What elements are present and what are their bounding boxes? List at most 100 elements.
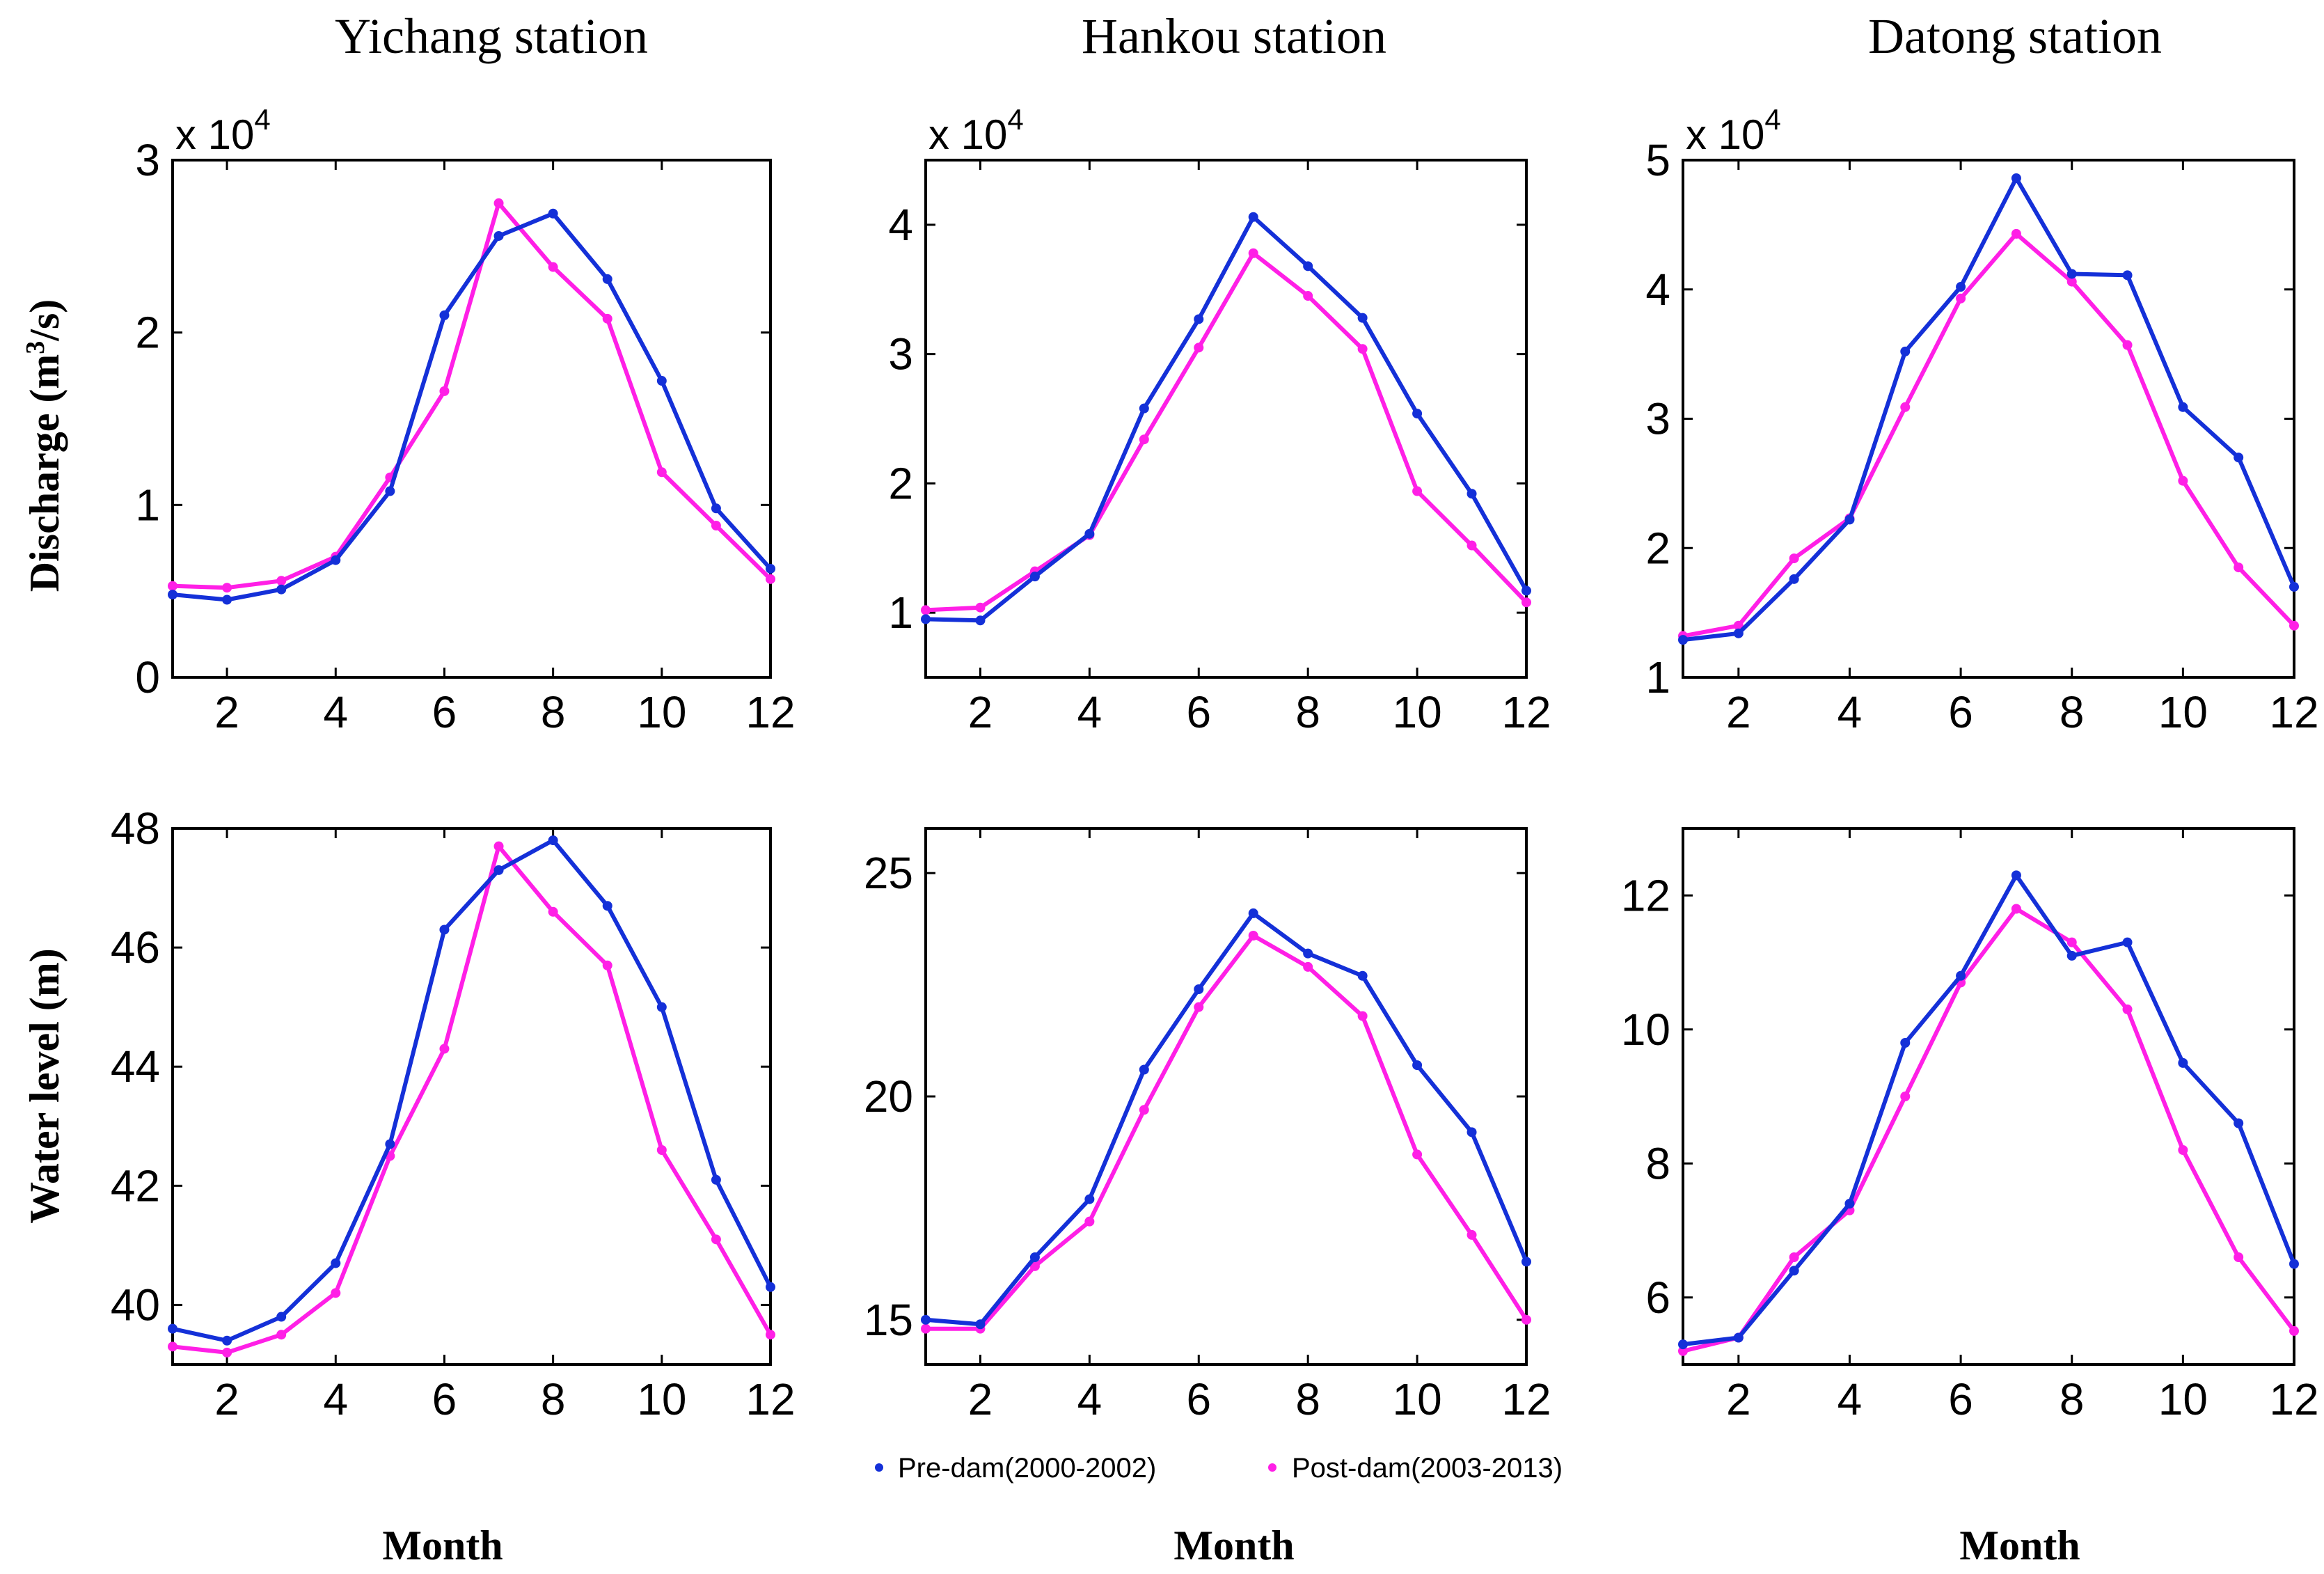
legend-label-pre-dam: Pre-dam(2000-2002) — [898, 1453, 1156, 1484]
x-tick-label: 8 — [1295, 1374, 1320, 1424]
y-tick-label: 44 — [111, 1041, 160, 1092]
data-point-post-dam — [1303, 291, 1313, 301]
data-point-post-dam — [1303, 961, 1313, 972]
data-point-pre-dam — [921, 614, 931, 624]
data-point-pre-dam — [385, 486, 395, 496]
x-tick-label: 10 — [1392, 687, 1441, 737]
data-point-pre-dam — [1248, 212, 1258, 222]
data-point-post-dam — [711, 521, 721, 531]
data-point-pre-dam — [1467, 1127, 1477, 1138]
data-point-post-dam — [2234, 1252, 2244, 1262]
y-tick-label: 2 — [1645, 523, 1670, 573]
x-tick-label: 6 — [1948, 687, 1973, 737]
axis-multiplier: x 104 — [928, 103, 1024, 158]
data-point-post-dam — [1248, 931, 1258, 941]
data-point-pre-dam — [1084, 528, 1095, 539]
axis-multiplier: x 104 — [1686, 103, 1781, 158]
data-point-post-dam — [2178, 475, 2188, 486]
x-tick-label: 4 — [1837, 687, 1863, 737]
y-tick-label: 46 — [111, 922, 160, 973]
series-line-post-dam — [926, 934, 1528, 1331]
x-tick-label: 6 — [432, 1374, 457, 1424]
x-tick-label: 8 — [541, 1374, 566, 1424]
data-point-pre-dam — [1412, 409, 1423, 419]
series-line-pre-dam — [172, 211, 773, 602]
data-point-pre-dam — [1956, 282, 1966, 292]
data-point-pre-dam — [1412, 1060, 1423, 1071]
data-point-post-dam — [766, 1330, 775, 1340]
data-point-pre-dam — [2011, 173, 2021, 184]
series-line-post-dam — [172, 844, 773, 1355]
data-point-pre-dam — [921, 1314, 931, 1325]
data-point-post-dam — [2234, 562, 2244, 573]
column-title-yichang: Yichang station — [335, 8, 648, 64]
data-point-pre-dam — [439, 310, 450, 320]
x-tick-label: 10 — [637, 1374, 686, 1424]
data-point-pre-dam — [222, 595, 232, 605]
plot-frame — [1682, 827, 2295, 1366]
x-tick-label: 2 — [1726, 1374, 1751, 1424]
data-point-post-dam — [493, 198, 504, 208]
row-label-water-level: Water level (m) — [22, 948, 68, 1223]
data-point-pre-dam — [1194, 314, 1204, 324]
y-tick-label: 1 — [1645, 652, 1670, 702]
plot-frame — [171, 159, 772, 679]
data-point-post-dam — [168, 1341, 177, 1352]
panel-hankou-water-level: 2 4 6 8 10 12 15 20 25 — [864, 827, 1551, 1424]
y-tick-label: 15 — [864, 1295, 913, 1345]
data-point-pre-dam — [2178, 1057, 2188, 1068]
data-point-pre-dam — [602, 901, 612, 911]
series-line-pre-dam — [925, 214, 1528, 623]
data-point-pre-dam — [1733, 1332, 1744, 1343]
x-tick-label: 4 — [323, 1374, 348, 1424]
y-tick-label: 1 — [135, 480, 160, 530]
data-point-post-dam — [921, 605, 931, 615]
panel-datong-water-level: 2 4 6 8 10 12 6 8 10 12 — [1621, 827, 2319, 1424]
x-tick-label: 2 — [214, 1374, 239, 1424]
data-point-post-dam — [222, 583, 232, 593]
data-point-post-dam — [2178, 1145, 2188, 1155]
y-tick-label: 20 — [864, 1071, 913, 1122]
y-tick-label: 0 — [135, 652, 160, 702]
data-point-pre-dam — [385, 1139, 395, 1149]
data-point-pre-dam — [168, 590, 177, 600]
x-axis-label-yichang: Month — [382, 1522, 503, 1568]
data-point-post-dam — [2066, 276, 2077, 287]
data-point-pre-dam — [1194, 984, 1204, 994]
x-tick-label: 6 — [1948, 1374, 1973, 1424]
x-tick-label: 2 — [1726, 687, 1751, 737]
y-tick-label: 40 — [111, 1280, 160, 1330]
data-point-post-dam — [2289, 1325, 2299, 1336]
data-point-pre-dam — [1357, 313, 1368, 323]
data-point-post-dam — [276, 576, 287, 586]
data-point-post-dam — [2289, 620, 2299, 631]
x-tick-label: 8 — [2060, 1374, 2085, 1424]
data-point-pre-dam — [222, 1335, 232, 1346]
plot-frame — [924, 827, 1528, 1366]
x-axis-label-datong: Month — [1959, 1522, 2080, 1568]
data-point-pre-dam — [2234, 452, 2244, 463]
data-point-post-dam — [548, 262, 558, 272]
x-tick-label: 8 — [541, 687, 566, 737]
x-tick-label: 4 — [323, 687, 348, 737]
data-point-post-dam — [1084, 1216, 1095, 1227]
x-tick-label: 6 — [432, 687, 457, 737]
data-point-pre-dam — [1956, 970, 1966, 981]
axis-multiplier: x 104 — [175, 103, 271, 158]
data-point-pre-dam — [975, 1319, 986, 1330]
x-tick-label: 2 — [968, 687, 993, 737]
data-point-pre-dam — [1248, 908, 1258, 918]
data-point-post-dam — [766, 574, 775, 584]
data-point-pre-dam — [1139, 1064, 1149, 1075]
data-point-pre-dam — [1029, 1252, 1040, 1262]
series-line-post-dam — [1682, 906, 2296, 1353]
legend-label-post-dam: Post-dam(2003-2013) — [1292, 1453, 1563, 1484]
y-tick-label: 8 — [1645, 1138, 1670, 1188]
data-point-pre-dam — [1521, 585, 1531, 596]
data-point-post-dam — [1789, 553, 1799, 564]
data-point-pre-dam — [2066, 950, 2077, 961]
data-point-pre-dam — [766, 563, 775, 574]
column-title-hankou: Hankou station — [1082, 8, 1386, 64]
